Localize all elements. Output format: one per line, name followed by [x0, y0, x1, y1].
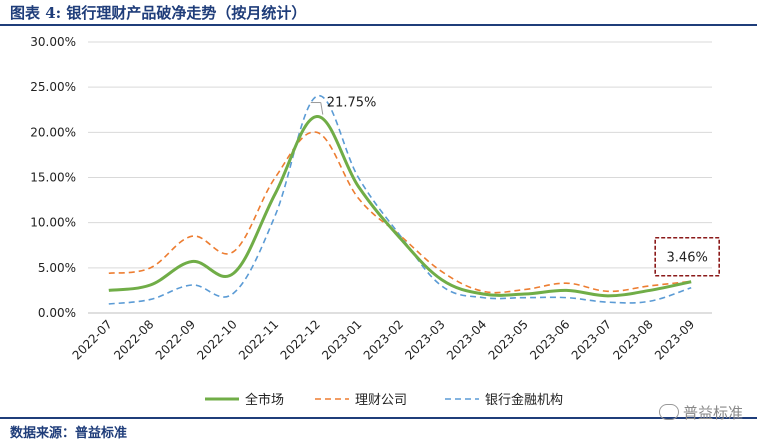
- y-tick-label: 5.00%: [38, 261, 76, 275]
- x-tick-label: 2022-09: [153, 317, 198, 362]
- watermark-text: 普益标准: [682, 404, 743, 422]
- y-tick-label: 25.00%: [30, 80, 76, 94]
- x-tick-label: 2023-05: [486, 317, 531, 362]
- chart-area: 30.00% 25.00% 20.00% 15.00% 10.00% 5.00% 0.00%…: [0, 26, 757, 416]
- title-bar: 图表 4: 银行理财产品破净走势（按月统计）: [0, 0, 757, 24]
- y-tick-label: 20.00%: [30, 125, 76, 139]
- x-tick-label: 2023-04: [444, 317, 489, 362]
- y-tick-label: 10.00%: [30, 216, 76, 230]
- series-line: [108, 115, 692, 298]
- data-label: 21.75%: [327, 96, 377, 111]
- x-tick-label: 2023-03: [402, 317, 447, 362]
- data-source: 数据来源：普益标准: [10, 426, 128, 441]
- y-tick-label: 0.00%: [38, 306, 76, 320]
- series-line: [108, 131, 692, 294]
- y-tick-label: 30.00%: [30, 35, 76, 49]
- legend-label: 全市场: [245, 392, 284, 408]
- wechat-icon: [658, 404, 679, 420]
- legend-label: 银行金融机构: [485, 392, 563, 408]
- x-tick-label: 2022-10: [194, 317, 239, 362]
- legend-label: 理财公司: [355, 393, 407, 408]
- line-chart: 30.00% 25.00% 20.00% 15.00% 10.00% 5.00% 0.00%…: [30, 35, 721, 408]
- annotation-leader: [320, 102, 324, 115]
- data-label: 3.46%: [667, 251, 708, 266]
- x-tick-label: 2023-02: [361, 317, 406, 362]
- x-tick-label: 2023-07: [569, 317, 614, 362]
- x-tick-label: 2023-09: [652, 317, 697, 362]
- x-tick-label: 2022-08: [111, 317, 156, 362]
- title-rule: [0, 24, 757, 26]
- y-tick-label: 15.00%: [30, 171, 76, 185]
- x-tick-label: 2022-11: [236, 317, 281, 362]
- bottom-rule: [0, 417, 757, 419]
- x-tick-label: 2022-07: [70, 317, 115, 362]
- x-tick-label: 2023-08: [610, 317, 655, 362]
- x-tick-label: 2023-01: [319, 317, 364, 362]
- x-tick-label: 2022-12: [278, 317, 323, 362]
- watermark: 普益标准: [658, 402, 743, 423]
- series-line: [108, 95, 692, 305]
- annotation-box: [654, 236, 721, 277]
- chart-title: 图表 4: 银行理财产品破净走势（按月统计）: [10, 4, 307, 22]
- x-tick-label: 2023-06: [527, 317, 572, 362]
